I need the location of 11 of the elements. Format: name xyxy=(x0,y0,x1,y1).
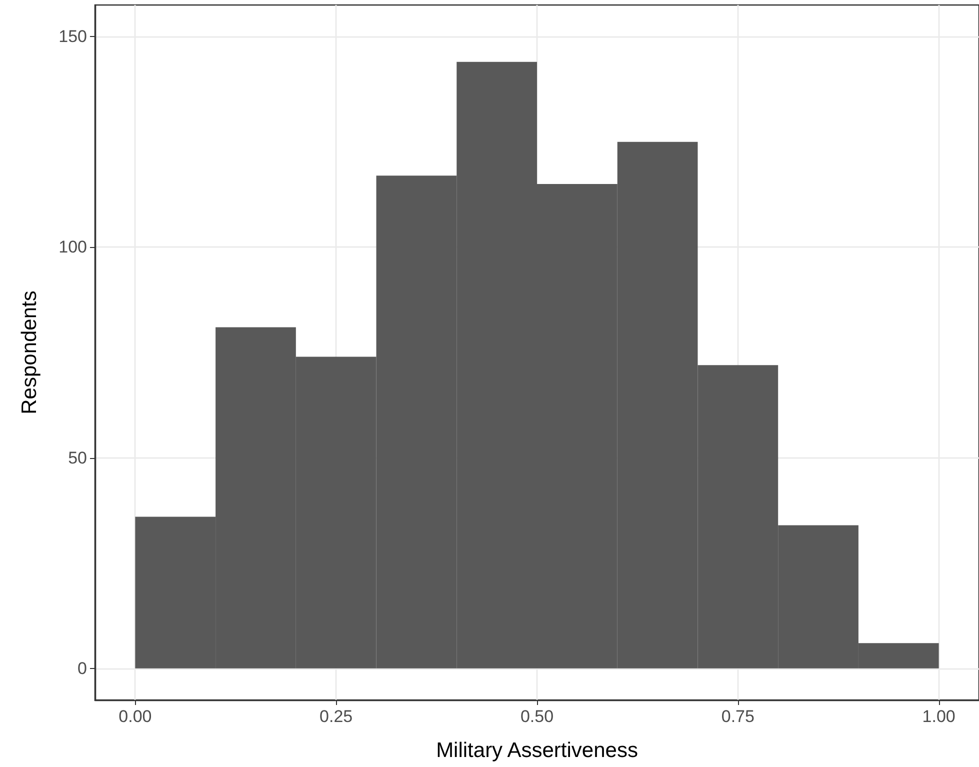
y-tick-label: 100 xyxy=(58,238,87,257)
y-tick-label: 50 xyxy=(68,448,87,468)
x-tick-label: 0.25 xyxy=(320,707,353,726)
x-tick-label: 1.00 xyxy=(922,707,956,726)
x-axis-title: Military Assertiveness xyxy=(436,739,638,762)
y-tick-label: 150 xyxy=(58,27,87,46)
x-tick-label: 0.00 xyxy=(118,707,152,726)
x-tick-label: 0.50 xyxy=(520,707,554,726)
y-tick-label: 0 xyxy=(78,658,87,678)
y-axis-title: Respondents xyxy=(18,290,41,414)
x-tick-label: 0.75 xyxy=(721,707,754,726)
